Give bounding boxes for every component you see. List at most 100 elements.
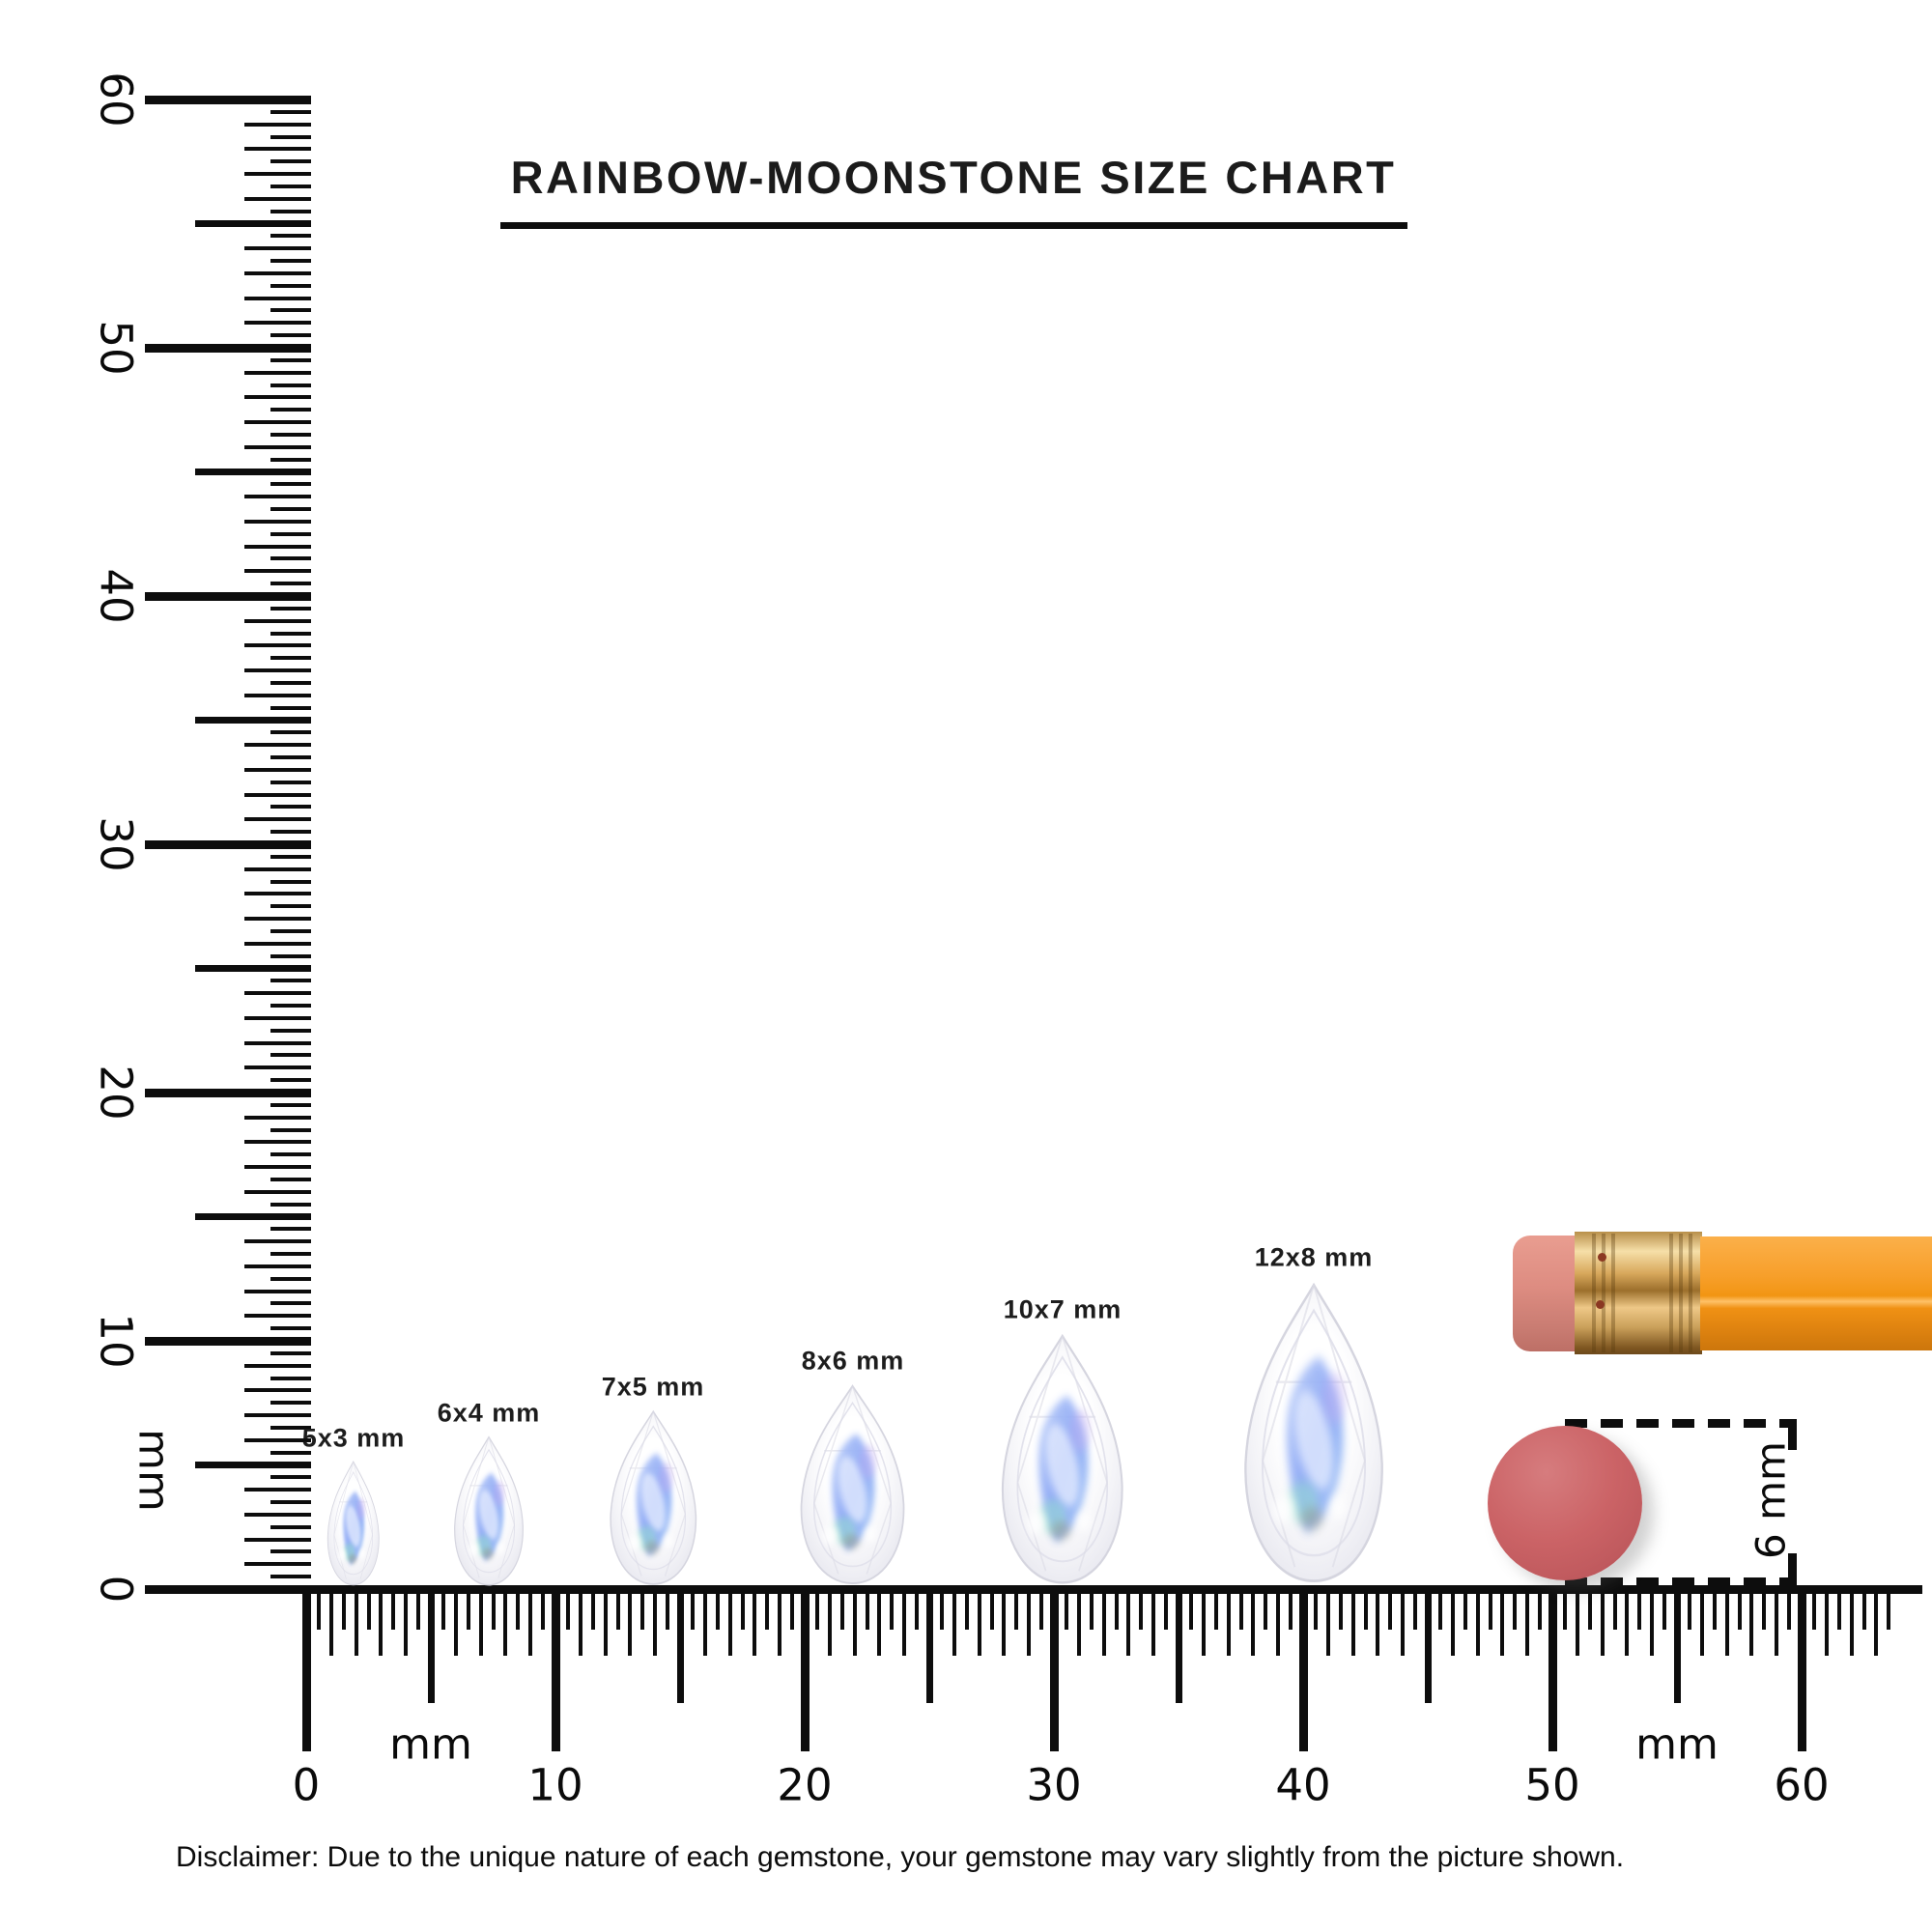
ruler-tick xyxy=(195,965,311,972)
ruler-tick xyxy=(244,693,311,697)
ruler-tick xyxy=(1887,1589,1891,1630)
ruler-tick xyxy=(270,953,311,958)
ruler-tick xyxy=(753,1589,757,1656)
ruler-tick xyxy=(244,544,311,549)
ruler-tick xyxy=(270,507,311,512)
ruler-tick xyxy=(244,668,311,673)
ruler-tick xyxy=(1724,1589,1729,1656)
ruler-tick xyxy=(195,469,311,475)
ruler-tick xyxy=(341,1589,346,1630)
ruler-tick xyxy=(244,917,311,922)
ruler-tick xyxy=(270,1575,311,1579)
ruler-tick xyxy=(244,1363,311,1368)
ruler-tick xyxy=(270,1127,311,1132)
ruler-tick xyxy=(1600,1589,1605,1656)
pencil-body xyxy=(1700,1236,1932,1350)
ruler-tick xyxy=(270,1053,311,1058)
ruler-tick xyxy=(1650,1589,1655,1656)
ruler-tick xyxy=(244,643,311,648)
ruler-tick xyxy=(1139,1589,1144,1630)
ruler-tick xyxy=(270,556,311,561)
ruler-tick xyxy=(1175,1589,1182,1703)
ruler-tick xyxy=(1188,1589,1193,1630)
ruler-tick xyxy=(1388,1589,1393,1630)
ruler-tick xyxy=(1849,1589,1854,1656)
ruler-tick xyxy=(328,1589,333,1656)
vertical-ruler-number: 60 xyxy=(90,71,142,128)
ruler-tick xyxy=(1662,1589,1667,1630)
ruler-tick xyxy=(244,1040,311,1045)
moonstone-gem-7x5mm xyxy=(610,1409,696,1585)
ruler-tick xyxy=(379,1589,384,1656)
ruler-tick xyxy=(270,308,311,313)
ruler-tick xyxy=(503,1589,508,1656)
ruler-tick xyxy=(491,1589,496,1630)
ruler-tick xyxy=(1749,1589,1754,1656)
ruler-tick xyxy=(244,270,311,275)
ruler-tick xyxy=(270,432,311,437)
ruler-tick xyxy=(195,1462,311,1468)
ruler-tick xyxy=(800,1589,810,1751)
ruler-tick xyxy=(270,1425,311,1430)
ruler-tick xyxy=(195,1213,311,1220)
ruler-tick xyxy=(1437,1589,1442,1630)
ruler-tick xyxy=(270,631,311,636)
ruler-tick xyxy=(316,1589,321,1630)
moonstone-gem-5x3mm xyxy=(327,1461,380,1586)
ruler-tick xyxy=(453,1589,458,1656)
moonstone-gem-12x8mm xyxy=(1244,1282,1383,1583)
ruler-baseline xyxy=(302,1585,1922,1594)
ruler-tick xyxy=(1114,1589,1119,1630)
ruler-tick xyxy=(578,1589,582,1656)
ruler-tick xyxy=(244,122,311,127)
ruler-tick xyxy=(1101,1589,1106,1656)
ruler-tick xyxy=(270,1252,311,1257)
ruler-tick xyxy=(244,370,311,375)
vertical-ruler-number: 10 xyxy=(90,1313,142,1369)
ruler-tick xyxy=(915,1589,920,1630)
horizontal-ruler-number: 50 xyxy=(1524,1759,1580,1811)
ruler-tick xyxy=(877,1589,882,1656)
ruler-tick xyxy=(270,209,311,213)
ruler-tick xyxy=(1151,1589,1156,1656)
ruler-tick xyxy=(1861,1589,1866,1630)
ruler-tick xyxy=(244,817,311,822)
ruler-tick xyxy=(1836,1589,1841,1630)
ruler-tick xyxy=(244,1239,311,1244)
ruler-tick xyxy=(244,941,311,946)
ruler-tick xyxy=(1587,1589,1592,1630)
ruler-tick xyxy=(270,1350,311,1355)
ruler-tick xyxy=(270,755,311,760)
ruler-tick xyxy=(270,234,311,239)
ruler-tick xyxy=(1824,1589,1829,1656)
ruler-tick xyxy=(145,1336,311,1346)
ruler-tick xyxy=(270,830,311,835)
ruler-tick xyxy=(244,1140,311,1145)
ruler-tick xyxy=(790,1589,795,1630)
ruler-tick xyxy=(270,1152,311,1157)
ruler-tick xyxy=(1737,1589,1742,1630)
ruler-tick xyxy=(989,1589,994,1630)
ruler-tick xyxy=(391,1589,396,1630)
ruler-tick xyxy=(244,395,311,400)
ruler-tick xyxy=(416,1589,421,1630)
ruler-tick xyxy=(244,444,311,449)
ruler-tick xyxy=(676,1589,684,1703)
ruler-tick xyxy=(1562,1589,1567,1630)
reference-circle-label: 6 mm xyxy=(1747,1441,1795,1559)
ruler-tick xyxy=(270,283,311,288)
ruler-tick xyxy=(244,892,311,896)
ruler-tick xyxy=(1712,1589,1717,1630)
ruler-tick xyxy=(628,1589,633,1656)
gem-size-label: 5x3 mm xyxy=(301,1423,406,1453)
ruler-tick xyxy=(244,1388,311,1393)
ruler-tick xyxy=(1325,1589,1330,1656)
ruler-tick xyxy=(615,1589,620,1630)
ruler-tick xyxy=(1201,1589,1206,1656)
ruler-tick xyxy=(516,1589,521,1630)
ruler-tick xyxy=(466,1589,470,1630)
ruler-tick xyxy=(1775,1589,1779,1656)
ruler-tick xyxy=(1488,1589,1492,1630)
ruler-tick xyxy=(1612,1589,1617,1630)
ruler-tick xyxy=(244,321,311,326)
